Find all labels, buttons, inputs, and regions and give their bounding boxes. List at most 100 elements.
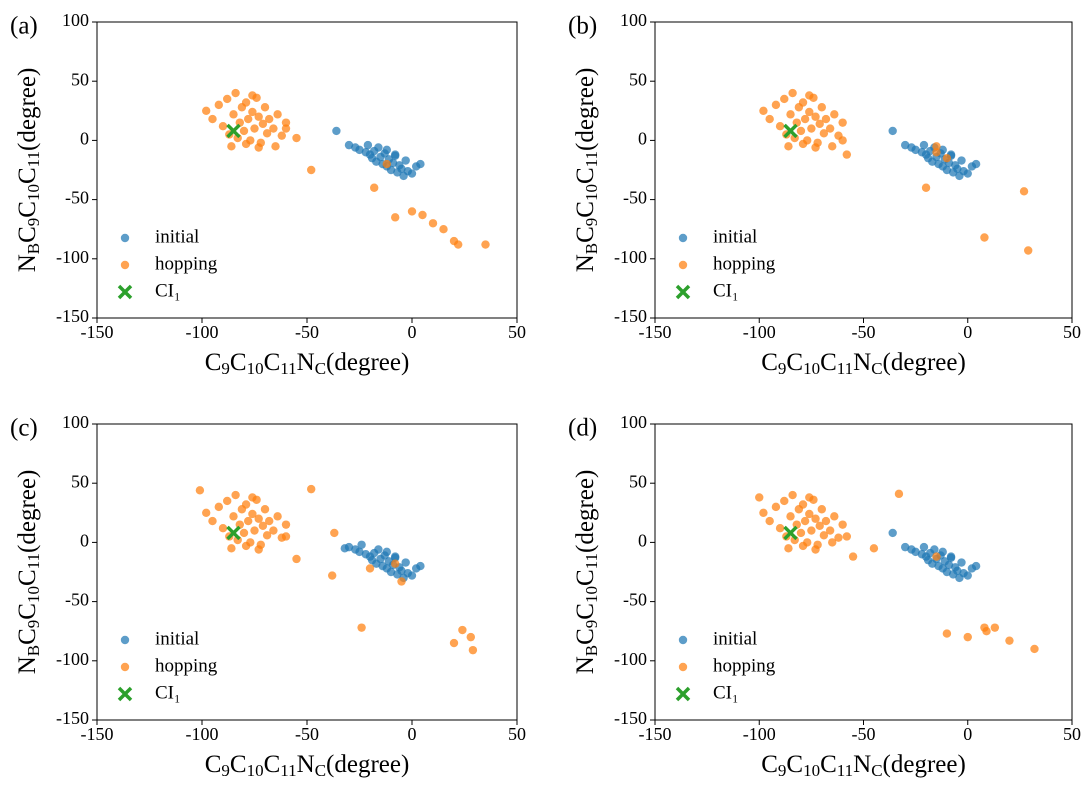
- point: [771, 502, 781, 512]
- legend-marker: [678, 233, 688, 243]
- label-part: (degree): [14, 470, 41, 553]
- point: [798, 139, 808, 149]
- point: [957, 156, 966, 165]
- point: [307, 165, 316, 175]
- label-part: (degree): [572, 470, 599, 553]
- subscript: 11: [582, 553, 601, 569]
- y-tick-label: -50: [623, 188, 647, 208]
- y-tick-label: -150: [56, 708, 89, 728]
- point: [391, 552, 400, 561]
- point: [357, 540, 366, 549]
- point: [834, 533, 843, 542]
- y-tick-label: -150: [614, 708, 647, 728]
- point: [815, 521, 824, 531]
- point: [828, 142, 837, 151]
- axes-frame: [654, 423, 1073, 721]
- point: [386, 567, 396, 577]
- point: [292, 554, 301, 564]
- axes-frame: [654, 21, 1073, 319]
- point: [223, 94, 232, 104]
- point: [454, 240, 463, 249]
- point: [869, 544, 879, 553]
- point: [241, 541, 251, 551]
- point: [262, 129, 272, 138]
- y-tick-label: -100: [56, 649, 89, 669]
- y-axis-label: NBC9C10C11(degree): [572, 470, 601, 675]
- point: [260, 103, 270, 112]
- point: [825, 526, 835, 535]
- point: [407, 207, 417, 216]
- subplot: (c)-150 -100 -50 0 50-150-100-50050100C9C10C…: [10, 412, 526, 780]
- point: [805, 91, 814, 100]
- point: [805, 107, 814, 117]
- point: [428, 219, 438, 228]
- label-part: C: [14, 628, 41, 645]
- point: [811, 545, 820, 554]
- label-part: N: [297, 751, 315, 778]
- legend-marker: [675, 686, 691, 702]
- point: [344, 542, 354, 552]
- label-part: N: [853, 751, 871, 778]
- point: [842, 150, 852, 159]
- x-tick-label: 50: [1063, 322, 1081, 342]
- point: [838, 520, 847, 529]
- legend-label: initial: [713, 628, 757, 649]
- subscript: 9: [582, 620, 601, 629]
- subscript: C: [871, 359, 882, 378]
- legend-label: initial: [155, 628, 199, 649]
- label-part: C: [572, 226, 599, 243]
- y-tick-label: -100: [614, 247, 647, 267]
- x-tick-label: 0: [963, 322, 972, 342]
- point: [218, 523, 228, 533]
- legend-label: CI₁: [155, 280, 181, 301]
- label-part: (degree): [883, 349, 966, 376]
- point: [759, 508, 768, 517]
- point: [265, 114, 274, 124]
- point: [273, 512, 282, 521]
- point: [825, 124, 835, 133]
- subplot: (b)-150 -100 -50 0 50-150-100-50050100C9C10C…: [568, 10, 1081, 378]
- y-tick-label: 50: [71, 471, 89, 491]
- legend-marker: [678, 260, 688, 270]
- x-tick-label: -50: [295, 322, 319, 342]
- subscript: C: [315, 761, 326, 780]
- point: [281, 520, 291, 529]
- point: [765, 516, 774, 526]
- point: [363, 140, 373, 150]
- point: [391, 213, 400, 222]
- point: [244, 114, 253, 124]
- point: [355, 145, 364, 155]
- point: [281, 124, 291, 133]
- point: [244, 516, 253, 526]
- y-tick-label: 50: [629, 69, 647, 89]
- label-part: (degree): [326, 751, 409, 778]
- point: [971, 561, 981, 571]
- point: [819, 531, 829, 540]
- point: [254, 545, 263, 554]
- point: [828, 538, 837, 547]
- y-tick-label: -150: [56, 306, 89, 326]
- point: [971, 159, 981, 169]
- x-tick-label: -100: [186, 724, 219, 744]
- point: [407, 571, 417, 580]
- y-tick-label: -50: [65, 188, 89, 208]
- label-part: N: [572, 254, 599, 272]
- label-part: C: [264, 751, 281, 778]
- legend-marker: [117, 686, 133, 702]
- label-part: N: [14, 254, 41, 272]
- axes-frame: [96, 423, 518, 721]
- point: [780, 94, 789, 104]
- point: [271, 142, 280, 151]
- point: [921, 183, 931, 192]
- point: [273, 110, 282, 119]
- point: [759, 106, 768, 116]
- label-part: N: [572, 656, 599, 674]
- point: [817, 505, 826, 514]
- label-part: N: [14, 656, 41, 674]
- point: [815, 119, 824, 129]
- point: [401, 156, 410, 165]
- x-tick-label: -150: [639, 322, 672, 342]
- point: [332, 126, 341, 136]
- point: [258, 119, 268, 129]
